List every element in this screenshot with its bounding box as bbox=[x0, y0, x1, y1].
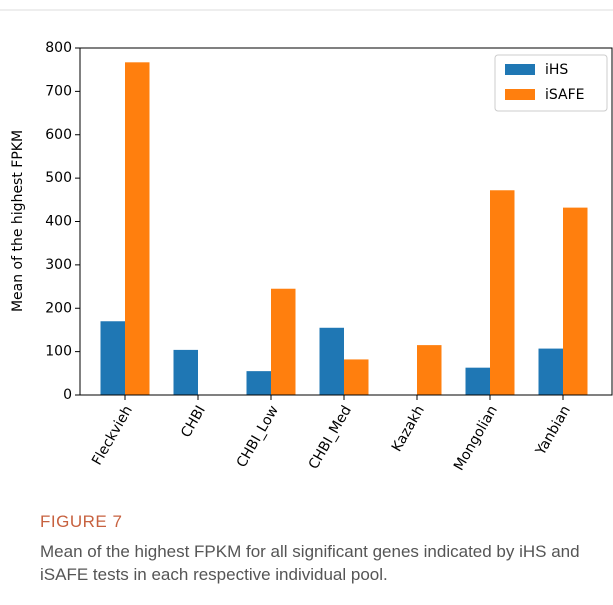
bar bbox=[100, 321, 125, 395]
legend-label: iHS bbox=[545, 62, 568, 78]
bar bbox=[465, 367, 490, 395]
y-tick-label: 200 bbox=[45, 300, 72, 316]
y-tick-label: 300 bbox=[45, 257, 72, 273]
y-tick-label: 100 bbox=[45, 344, 72, 360]
caption: Mean of the highest FPKM for all signifi… bbox=[40, 542, 580, 584]
plot-frame bbox=[79, 47, 613, 396]
bar bbox=[417, 345, 442, 395]
x-tick-label: Kazakh bbox=[389, 403, 428, 455]
legend-swatch bbox=[505, 89, 535, 100]
y-tick-label: 400 bbox=[45, 214, 72, 230]
bar bbox=[271, 288, 296, 395]
y-tick-label: 600 bbox=[45, 127, 72, 143]
y-tick-label: 500 bbox=[45, 170, 72, 186]
legend-swatch bbox=[505, 64, 535, 75]
y-tick-label: 0 bbox=[63, 387, 72, 403]
x-tick-label: CHBI_Low bbox=[234, 403, 282, 470]
x-tick-label: Mongolian bbox=[451, 403, 501, 474]
bar bbox=[490, 190, 515, 395]
bar bbox=[125, 62, 150, 395]
bar bbox=[563, 207, 588, 395]
y-axis-label: Mean of the highest FPKM bbox=[10, 130, 26, 312]
bar bbox=[319, 327, 344, 395]
x-tick-label: Yanbian bbox=[532, 403, 574, 459]
figure-label: FIGURE 7 bbox=[40, 512, 123, 531]
y-tick-label: 700 bbox=[45, 83, 72, 99]
x-tick-label: CHBI_Med bbox=[306, 403, 355, 472]
chart: Mean of the highest FPKM 0 100 200 300 400 50… bbox=[0, 9, 613, 474]
bar bbox=[173, 349, 198, 395]
bar bbox=[344, 359, 369, 395]
bar bbox=[538, 348, 563, 395]
bar bbox=[246, 371, 271, 395]
x-tick-label: CHBI bbox=[178, 403, 209, 440]
y-tick-label: 800 bbox=[45, 40, 72, 56]
x-tick-label: Fleckvieh bbox=[89, 403, 136, 468]
legend-label: iSAFE bbox=[545, 87, 585, 103]
